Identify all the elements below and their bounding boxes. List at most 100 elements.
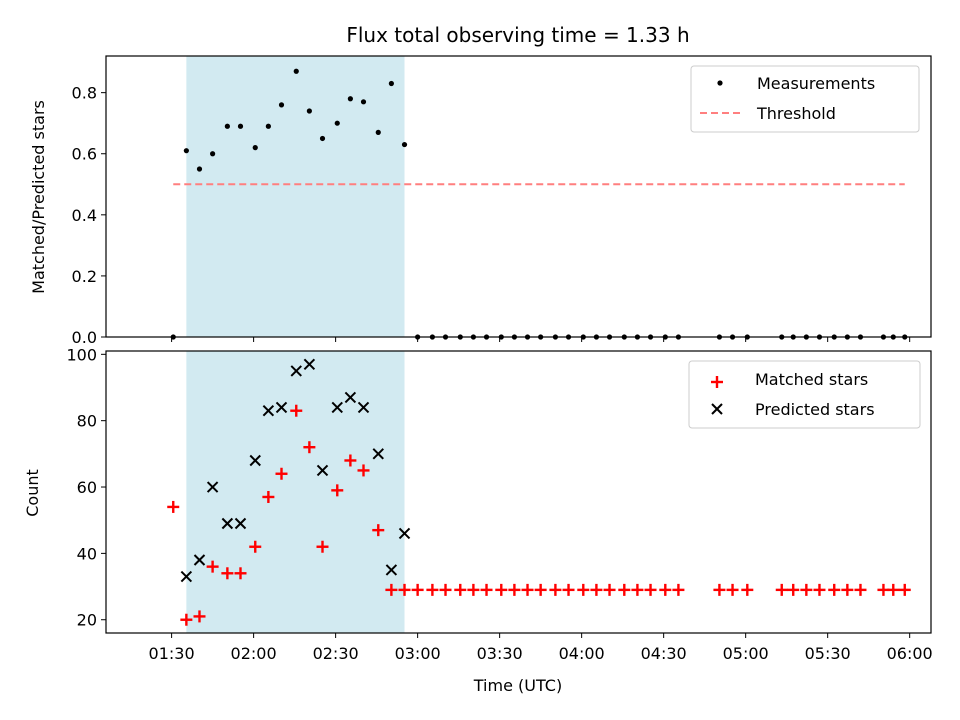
bottom-panel: 20 40 60 80 100 01:30 02:00 02:30 03:00 03:30 04:…: [23, 345, 933, 695]
matched-star-point: [672, 583, 685, 596]
xtick-label: 03:00: [395, 644, 441, 663]
bottom-ylabel: Count: [23, 469, 42, 517]
predicted-star-point: [398, 527, 411, 540]
matched-star-point: [562, 583, 575, 596]
predicted-star-point: [249, 454, 261, 467]
matched-star-point: [344, 454, 357, 467]
matched-star-point: [713, 583, 726, 596]
predicted-star-point: [331, 401, 343, 414]
chart-title: Flux total observing time = 1.33 h: [346, 23, 689, 47]
predicted-star-point: [357, 401, 370, 414]
bottom-axes-frame: [105, 350, 932, 634]
predicted-star-point: [344, 391, 357, 404]
matched-star-point: [290, 404, 303, 417]
matched-star-point: [480, 583, 493, 596]
matched-star-point: [262, 490, 275, 503]
top-shaded-span: [186, 56, 405, 337]
bottom-legend-box: [688, 360, 921, 429]
legend-measurements-label: Measurements: [757, 74, 875, 93]
matched-star-point: [590, 583, 603, 596]
matched-star-point: [439, 583, 452, 596]
matched-star-point: [316, 540, 329, 553]
measurement-point: [224, 123, 230, 129]
matched-star-point: [275, 467, 288, 480]
matched-star-point: [180, 613, 193, 626]
top-ytick-label: 0.4: [72, 206, 97, 225]
matched-star-point: [854, 583, 867, 596]
matched-star-point: [603, 583, 616, 596]
matched-star-point: [167, 500, 180, 513]
measurement-point: [306, 108, 312, 114]
matched-star-point: [741, 583, 754, 596]
legend-predicted-label: Predicted stars: [755, 400, 875, 419]
predicted-star-point: [221, 517, 234, 530]
bottom-ytick-label: 40: [77, 544, 97, 563]
matched-star-point: [454, 583, 467, 596]
top-ytick-label: 0.6: [72, 145, 97, 164]
matched-star-point: [644, 583, 657, 596]
xtick-label: 05:30: [805, 644, 851, 663]
measurement-point: [293, 68, 299, 74]
x-axis-label: Time (UTC): [473, 676, 562, 695]
matched-star-point: [534, 583, 547, 596]
matched-star-point: [426, 583, 439, 596]
measurement-point: [319, 135, 326, 142]
measurement-point: [347, 96, 353, 102]
matched-star-point: [659, 583, 672, 596]
matched-star-point: [249, 540, 262, 553]
xtick-label: 06:00: [887, 644, 933, 663]
matched-star-point: [206, 560, 219, 573]
matched-star-point: [398, 583, 411, 596]
matched-star-point: [887, 583, 900, 596]
measurement-point: [252, 145, 258, 151]
matched-star-point: [813, 583, 826, 596]
measurement-point: [360, 99, 367, 105]
xtick-label: 02:00: [231, 644, 277, 663]
predicted-star-point: [372, 448, 384, 460]
measurement-point: [196, 166, 203, 172]
measurement-point: [401, 141, 408, 148]
measurement-point: [183, 148, 189, 154]
predicted-star-point: [180, 570, 193, 583]
matched-star-point: [521, 583, 534, 596]
predicted-star-point: [275, 401, 288, 414]
matched-star-point: [495, 583, 508, 596]
matched-star-point: [411, 583, 424, 596]
xtick-label: 05:00: [723, 644, 769, 663]
matched-star-point: [828, 583, 841, 596]
predicted-star-point: [303, 358, 316, 370]
bottom-ytick-label: 100: [66, 345, 97, 364]
matched-star-point: [508, 583, 521, 596]
matched-star-point: [357, 464, 370, 477]
top-ylabel: Matched/Predicted stars: [29, 100, 48, 294]
matched-star-point: [841, 583, 854, 596]
matched-star-point: [787, 583, 800, 596]
matched-star-point: [234, 567, 247, 580]
top-legend: Measurements Threshold: [690, 65, 920, 133]
matched-star-point: [303, 441, 316, 454]
top-ytick-label: 0.8: [72, 84, 97, 103]
measurement-point: [334, 120, 340, 126]
predicted-star-point: [385, 564, 398, 576]
top-ytick-label: 0.0: [72, 328, 97, 347]
xtick-label: 03:30: [477, 644, 523, 663]
matched-star-point: [549, 583, 562, 596]
matched-star-point: [631, 583, 644, 596]
predicted-star-point: [290, 365, 302, 377]
top-axes-frame: [105, 55, 932, 338]
predicted-star-point: [234, 517, 247, 530]
xtick-label: 02:30: [313, 644, 359, 663]
xtick-label: 04:00: [559, 644, 605, 663]
legend-measurements-marker: [717, 80, 723, 86]
matched-star-point: [577, 583, 590, 596]
matched-star-point: [800, 583, 813, 596]
measurement-point: [237, 123, 244, 129]
bottom-shaded-span: [186, 351, 405, 633]
matched-star-point: [221, 567, 234, 580]
xtick-label: 04:30: [641, 644, 687, 663]
matched-star-point: [372, 524, 385, 537]
measurement-point: [388, 80, 394, 87]
measurement-point: [210, 151, 216, 157]
matched-star-point: [898, 583, 911, 596]
legend-matched-marker: [711, 376, 723, 388]
